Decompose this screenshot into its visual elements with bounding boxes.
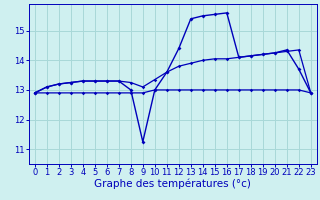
X-axis label: Graphe des températures (°c): Graphe des températures (°c)	[94, 179, 251, 189]
